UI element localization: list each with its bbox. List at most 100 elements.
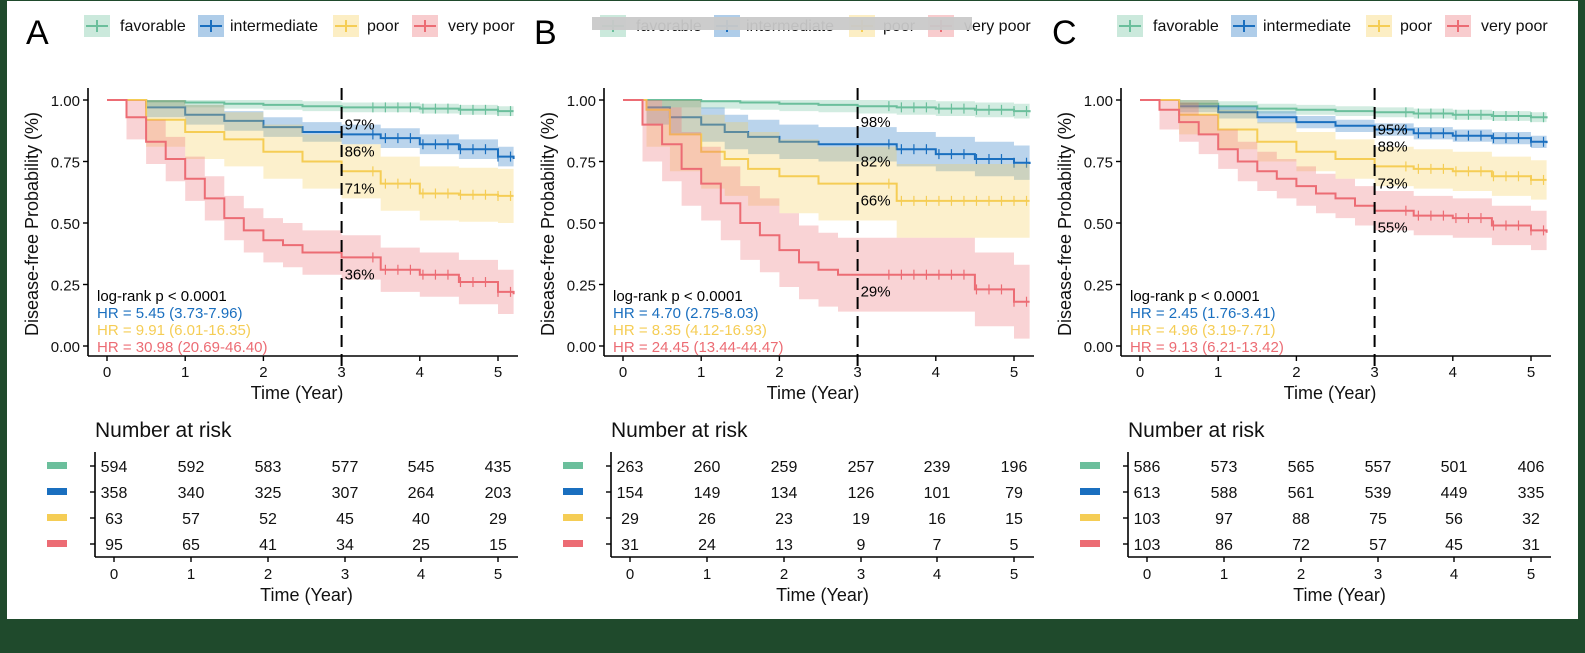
risk-count: 239	[924, 459, 951, 476]
y-axis-label: Disease-free Probability (%)	[1055, 112, 1075, 336]
legend-label: very poor	[964, 18, 1031, 35]
logrank-pvalue: log-rank p < 0.0001	[97, 288, 227, 305]
risk-count: 259	[771, 459, 798, 476]
y-tick-label: 0.00	[567, 339, 596, 356]
ci-band-favorable	[623, 100, 1030, 120]
risk-count: 32	[1522, 511, 1540, 528]
risk-x-tick-label: 0	[626, 566, 634, 583]
y-tick-label: 1.00	[51, 93, 80, 110]
risk-row-swatch	[1080, 462, 1100, 469]
cutoff-annotation: 36%	[345, 266, 375, 283]
risk-count: 9	[857, 537, 866, 554]
survival-curve-favorable	[623, 99, 1031, 113]
risk-count: 65	[182, 537, 200, 554]
legend-label: poor	[367, 18, 400, 35]
logrank-pvalue: log-rank p < 0.0001	[613, 288, 743, 305]
risk-count: 307	[332, 485, 359, 502]
risk-count: 545	[408, 459, 435, 476]
risk-count: 31	[1522, 537, 1540, 554]
risk-row-swatch	[563, 540, 583, 547]
x-tick-label: 0	[619, 364, 627, 381]
risk-count: 577	[332, 459, 359, 476]
risk-count: 45	[1445, 537, 1463, 554]
legend-label: intermediate	[1263, 18, 1351, 35]
risk-count: 149	[694, 485, 721, 502]
risk-count: 203	[485, 485, 512, 502]
legend-key	[1366, 15, 1392, 37]
ci-band-very-poor	[623, 100, 1030, 339]
survival-curve-poor	[1140, 99, 1547, 181]
risk-count: 5	[1010, 537, 1019, 554]
y-tick-label: 0.50	[567, 216, 596, 233]
y-axis-label: Disease-free Probability (%)	[22, 112, 42, 336]
logrank-pvalue: log-rank p < 0.0001	[1130, 288, 1260, 305]
risk-x-axis-label: Time (Year)	[776, 585, 869, 605]
risk-table-title: Number at risk	[95, 419, 232, 442]
cutoff-annotation: 82%	[861, 153, 891, 170]
risk-x-tick-label: 0	[110, 566, 118, 583]
y-tick-label: 0.50	[51, 216, 80, 233]
y-axis-label: Disease-free Probability (%)	[538, 112, 558, 336]
x-tick-label: 3	[337, 364, 345, 381]
risk-count: 103	[1134, 537, 1161, 554]
risk-x-tick-label: 2	[1297, 566, 1305, 583]
risk-x-tick-label: 4	[1450, 566, 1458, 583]
risk-count: 57	[1369, 537, 1387, 554]
risk-row-swatch	[563, 514, 583, 521]
risk-count: 196	[1001, 459, 1028, 476]
risk-count: 72	[1292, 537, 1310, 554]
cutoff-annotation: 95%	[1378, 121, 1408, 138]
risk-count: 335	[1518, 485, 1545, 502]
x-axis-label: Time (Year)	[767, 383, 860, 403]
risk-x-tick-label: 3	[341, 566, 349, 583]
risk-x-tick-label: 1	[703, 566, 711, 583]
risk-x-tick-label: 2	[264, 566, 272, 583]
risk-count: 25	[412, 537, 430, 554]
risk-x-tick-label: 4	[933, 566, 941, 583]
risk-count: 557	[1365, 459, 1392, 476]
x-tick-label: 5	[1010, 364, 1018, 381]
risk-row-swatch	[47, 488, 67, 495]
cutoff-annotation: 88%	[1378, 139, 1408, 156]
risk-row-swatch	[1080, 488, 1100, 495]
risk-count: 56	[1445, 511, 1463, 528]
risk-x-axis-label: Time (Year)	[260, 585, 353, 605]
hazard-ratio: HR = 9.91 (6.01-16.35)	[97, 322, 251, 339]
risk-x-tick-label: 1	[187, 566, 195, 583]
hazard-ratio: HR = 4.70 (2.75-8.03)	[613, 305, 759, 322]
hazard-ratio: HR = 4.96 (3.19-7.71)	[1130, 322, 1276, 339]
survival-curve-poor	[107, 99, 514, 197]
survival-curve-very-poor	[107, 99, 515, 295]
panel-b: Bfavorableintermediatepoorvery poor98%82…	[534, 14, 1034, 605]
x-tick-label: 2	[775, 364, 783, 381]
risk-count: 565	[1288, 459, 1315, 476]
legend: favorable intermediate poor very poor	[84, 15, 515, 37]
x-tick-label: 2	[259, 364, 267, 381]
risk-count: 594	[101, 459, 128, 476]
ci-band-very-poor	[107, 100, 514, 317]
risk-count: 88	[1292, 511, 1310, 528]
x-tick-label: 0	[1136, 364, 1144, 381]
y-tick-label: 0.50	[1084, 216, 1113, 233]
x-tick-label: 3	[853, 364, 861, 381]
cutoff-annotation: 97%	[345, 116, 375, 133]
x-tick-label: 3	[1370, 364, 1378, 381]
risk-row-swatch	[47, 540, 67, 547]
x-tick-label: 5	[494, 364, 502, 381]
legend-key	[84, 15, 110, 37]
risk-row-swatch	[1080, 540, 1100, 547]
risk-table-title: Number at risk	[1128, 419, 1265, 442]
cutoff-annotation: 55%	[1378, 220, 1408, 237]
y-tick-label: 0.75	[567, 155, 596, 172]
risk-count: 263	[617, 459, 644, 476]
cutoff-annotation: 98%	[861, 114, 891, 131]
risk-count: 79	[1005, 485, 1023, 502]
x-tick-label: 2	[1292, 364, 1300, 381]
hazard-ratio: HR = 9.13 (6.21-13.42)	[1130, 339, 1284, 356]
legend-key	[1231, 15, 1257, 37]
risk-count: 31	[621, 537, 639, 554]
risk-count: 26	[698, 511, 716, 528]
